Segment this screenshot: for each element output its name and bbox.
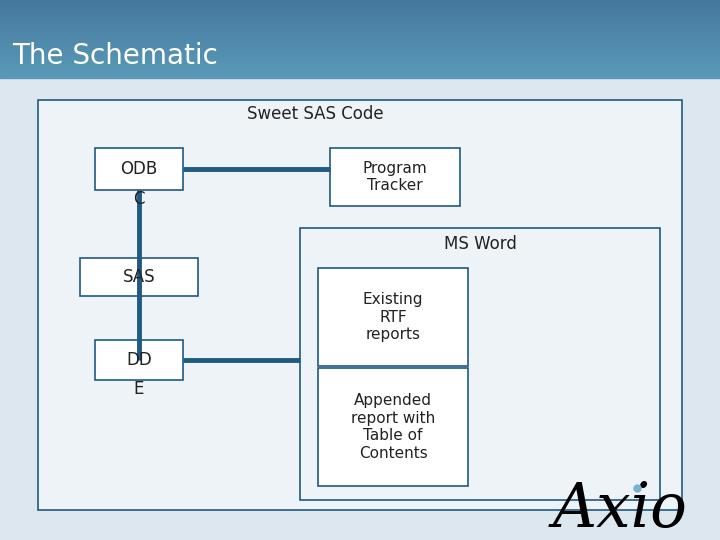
Bar: [0, 35, 720, 36]
Bar: [0, 32, 720, 33]
Bar: [0, 40, 720, 41]
Bar: [0, 5, 720, 6]
Bar: [0, 38, 720, 39]
Bar: [0, 46, 720, 47]
Bar: [0, 62, 720, 63]
Bar: [0, 52, 720, 53]
Bar: [0, 59, 720, 60]
Bar: [0, 7, 720, 8]
Bar: [0, 29, 720, 30]
Bar: [0, 23, 720, 24]
Text: The Schematic: The Schematic: [12, 42, 218, 70]
Bar: [0, 4, 720, 5]
Bar: [0, 74, 720, 75]
Bar: [80, 258, 198, 296]
Bar: [318, 268, 468, 366]
Bar: [0, 33, 720, 34]
Bar: [0, 18, 720, 19]
Bar: [0, 24, 720, 25]
Bar: [0, 2, 720, 3]
Bar: [0, 9, 720, 10]
Text: Axio: Axio: [552, 480, 688, 540]
Bar: [0, 76, 720, 77]
Bar: [0, 0, 720, 1]
Bar: [0, 19, 720, 20]
Bar: [300, 228, 660, 500]
Bar: [0, 3, 720, 4]
Bar: [0, 77, 720, 78]
Bar: [0, 41, 720, 42]
Bar: [0, 26, 720, 27]
Bar: [0, 15, 720, 16]
Bar: [0, 70, 720, 71]
Text: DD: DD: [126, 351, 152, 369]
Bar: [0, 45, 720, 46]
Bar: [0, 66, 720, 67]
Bar: [0, 42, 720, 43]
Text: Program
Tracker: Program Tracker: [363, 161, 428, 193]
Bar: [0, 78, 720, 540]
Bar: [0, 75, 720, 76]
Bar: [0, 48, 720, 49]
Bar: [0, 30, 720, 31]
Bar: [0, 31, 720, 32]
Bar: [0, 34, 720, 35]
Text: Existing
RTF
reports: Existing RTF reports: [363, 292, 423, 342]
Bar: [0, 16, 720, 17]
Text: ODB: ODB: [120, 160, 158, 178]
Bar: [0, 54, 720, 55]
Bar: [0, 17, 720, 18]
Bar: [0, 55, 720, 56]
Bar: [330, 148, 460, 206]
Bar: [0, 27, 720, 28]
Bar: [0, 14, 720, 15]
Bar: [0, 61, 720, 62]
Bar: [0, 57, 720, 58]
Bar: [0, 6, 720, 7]
Bar: [0, 63, 720, 64]
Bar: [0, 73, 720, 74]
Bar: [0, 8, 720, 9]
Bar: [0, 25, 720, 26]
Bar: [0, 72, 720, 73]
Bar: [0, 43, 720, 44]
Bar: [0, 65, 720, 66]
Bar: [0, 67, 720, 68]
Bar: [0, 37, 720, 38]
Text: MS Word: MS Word: [444, 235, 516, 253]
Bar: [0, 56, 720, 57]
Bar: [318, 368, 468, 486]
Bar: [0, 60, 720, 61]
Bar: [0, 47, 720, 48]
Bar: [0, 53, 720, 54]
Bar: [0, 1, 720, 2]
Bar: [0, 11, 720, 12]
Bar: [0, 51, 720, 52]
Bar: [0, 49, 720, 50]
Bar: [95, 340, 183, 380]
Bar: [0, 39, 720, 40]
Bar: [0, 44, 720, 45]
Bar: [0, 10, 720, 11]
Bar: [0, 28, 720, 29]
Bar: [0, 21, 720, 22]
Bar: [0, 22, 720, 23]
Bar: [0, 13, 720, 14]
Bar: [0, 12, 720, 13]
Text: C: C: [133, 190, 145, 208]
Bar: [0, 68, 720, 69]
Bar: [0, 69, 720, 70]
Text: Appended
report with
Table of
Contents: Appended report with Table of Contents: [351, 394, 435, 461]
Text: SAS: SAS: [122, 268, 156, 286]
Bar: [0, 36, 720, 37]
Bar: [0, 20, 720, 21]
Bar: [0, 71, 720, 72]
Bar: [0, 58, 720, 59]
Text: E: E: [134, 380, 144, 398]
Bar: [0, 50, 720, 51]
Bar: [95, 148, 183, 190]
Bar: [0, 64, 720, 65]
Text: Sweet SAS Code: Sweet SAS Code: [247, 105, 383, 123]
Bar: [38, 100, 682, 510]
